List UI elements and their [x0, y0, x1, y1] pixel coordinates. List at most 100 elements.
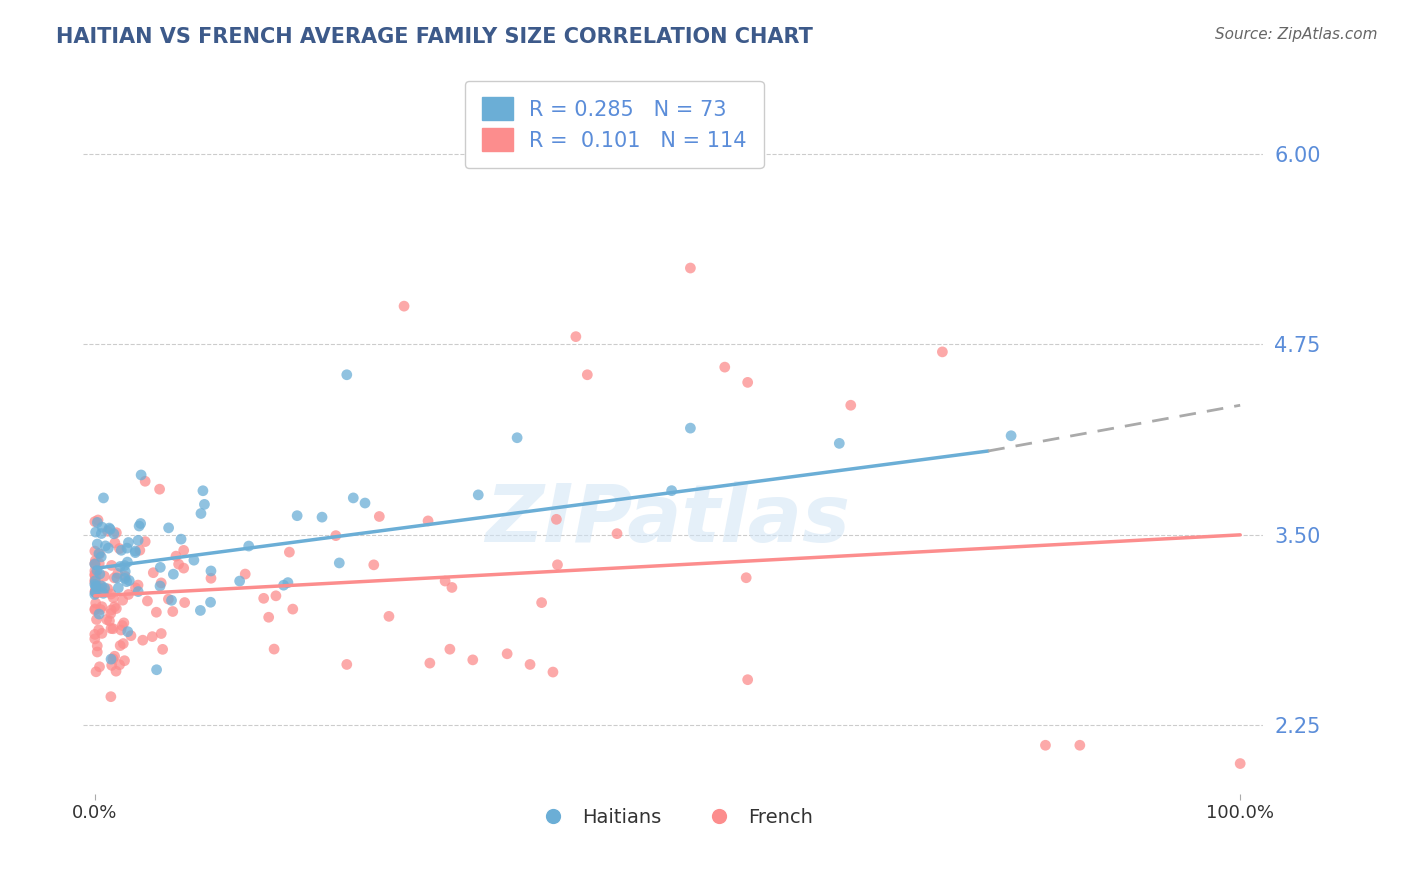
Point — [354, 496, 377, 510]
Point — [103, 526, 125, 541]
Point — [83, 515, 105, 529]
Point — [83, 564, 105, 578]
Point — [111, 618, 134, 632]
Point — [83, 587, 105, 601]
Point — [90, 549, 112, 564]
Point — [149, 560, 172, 574]
Point — [89, 547, 111, 561]
Point — [467, 488, 489, 502]
Point — [83, 557, 105, 571]
Point — [162, 567, 184, 582]
Point — [311, 510, 333, 524]
Point — [145, 605, 167, 619]
Point — [546, 512, 568, 526]
Point — [839, 398, 862, 412]
Point — [84, 579, 107, 593]
Point — [1229, 756, 1251, 771]
Point — [238, 539, 260, 553]
Point — [157, 521, 180, 535]
Point — [84, 585, 107, 599]
Point — [416, 514, 439, 528]
Point — [149, 579, 172, 593]
Point — [127, 584, 149, 599]
Point — [84, 585, 107, 599]
Point — [129, 516, 152, 531]
Point — [86, 645, 108, 659]
Point — [114, 569, 136, 583]
Point — [150, 626, 173, 640]
Point — [90, 526, 112, 541]
Point — [193, 497, 215, 511]
Point — [661, 483, 683, 498]
Point — [83, 557, 105, 571]
Point — [93, 586, 115, 600]
Point — [363, 558, 385, 572]
Point — [541, 665, 564, 679]
Point — [86, 516, 108, 530]
Point — [84, 665, 107, 679]
Point — [100, 587, 122, 601]
Point — [165, 549, 187, 563]
Point — [496, 647, 519, 661]
Point — [735, 571, 758, 585]
Point — [90, 602, 112, 616]
Point — [162, 605, 184, 619]
Point — [84, 584, 107, 599]
Point — [89, 582, 111, 596]
Point — [100, 652, 122, 666]
Point — [84, 525, 107, 540]
Point — [127, 578, 149, 592]
Point — [233, 567, 256, 582]
Point — [83, 602, 105, 616]
Point — [84, 603, 107, 617]
Point — [86, 563, 108, 577]
Point — [440, 581, 463, 595]
Point — [90, 599, 112, 614]
Point — [1035, 738, 1057, 752]
Point — [101, 622, 124, 636]
Point — [167, 557, 190, 571]
Point — [94, 539, 117, 553]
Point — [576, 368, 599, 382]
Point — [91, 520, 114, 534]
Point — [253, 591, 276, 606]
Point — [100, 607, 122, 621]
Point — [84, 568, 107, 582]
Point — [506, 431, 529, 445]
Point — [546, 558, 568, 572]
Point — [84, 583, 107, 598]
Point — [83, 544, 105, 558]
Point — [84, 570, 107, 584]
Point — [273, 578, 295, 592]
Point — [257, 610, 280, 624]
Point — [439, 642, 461, 657]
Point — [86, 537, 108, 551]
Point — [100, 690, 122, 704]
Point — [107, 566, 129, 581]
Point — [190, 603, 212, 617]
Point — [86, 639, 108, 653]
Point — [114, 654, 136, 668]
Point — [100, 622, 122, 636]
Point — [105, 601, 128, 615]
Point — [87, 607, 110, 621]
Point — [84, 586, 107, 600]
Point — [100, 558, 122, 573]
Point — [200, 564, 222, 578]
Point — [120, 629, 142, 643]
Point — [98, 614, 121, 628]
Point — [114, 571, 136, 585]
Point — [98, 521, 121, 535]
Point — [97, 524, 120, 539]
Point — [84, 596, 107, 610]
Point — [142, 566, 165, 580]
Point — [145, 663, 167, 677]
Point — [228, 574, 250, 588]
Point — [112, 636, 135, 650]
Point — [117, 535, 139, 549]
Point — [336, 368, 359, 382]
Point — [83, 627, 105, 641]
Point — [83, 574, 105, 589]
Point — [100, 658, 122, 673]
Point — [127, 533, 149, 548]
